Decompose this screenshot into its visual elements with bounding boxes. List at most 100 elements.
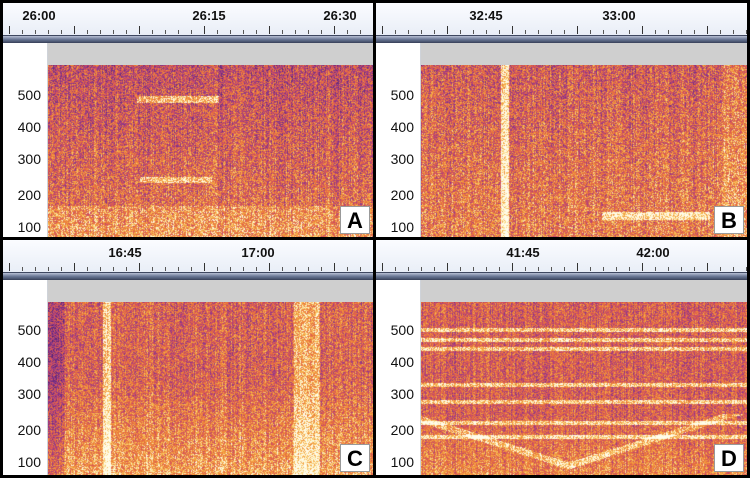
timeline-tick-mark	[447, 26, 448, 34]
frequency-tick-label: 100	[17, 454, 41, 470]
spectrogram-canvas[interactable]	[421, 302, 747, 475]
timeline-tick-mark	[243, 30, 244, 34]
timeline-tick-mark	[473, 30, 474, 34]
frequency-tick-label: 200	[17, 422, 41, 438]
timeline-tick-mark	[655, 30, 656, 34]
timeline-tick-mark	[308, 267, 309, 271]
timeline-tick-mark	[61, 30, 62, 34]
timeline-tick-mark	[564, 30, 565, 34]
timeline-tick-mark	[204, 26, 205, 34]
frequency-tick-label: 200	[390, 187, 414, 203]
timeline-tick-mark	[564, 267, 565, 271]
frequency-tick-label: 300	[390, 151, 414, 167]
timeline-tick-mark	[100, 267, 101, 271]
timeline-tick-label: 16:45	[108, 245, 142, 260]
frequency-axis: 500 400 300 200 100	[3, 65, 48, 237]
spectrogram-canvas[interactable]	[48, 65, 373, 237]
spectrogram-canvas[interactable]	[48, 302, 373, 475]
timeline-tick-mark	[126, 267, 127, 271]
timeline-tick-mark	[668, 267, 669, 271]
panel-letter-label: C	[340, 444, 370, 472]
panel-d: 41:45 42:00 500 400 300 200 100 D	[373, 237, 750, 478]
timeline-ruler[interactable]: 16:45 17:00	[3, 240, 373, 272]
timeline-tick-mark	[551, 267, 552, 271]
axis-corner	[3, 43, 48, 65]
timeline-tick-mark	[22, 267, 23, 271]
axis-corner	[3, 280, 48, 302]
timeline-tick-mark	[269, 263, 270, 271]
timeline-tick-mark	[408, 30, 409, 34]
timeline-tick-mark	[720, 267, 721, 271]
frequency-axis: 500 400 300 200 100	[376, 65, 421, 237]
timeline-tick-mark	[694, 30, 695, 34]
timeline-tick-mark	[525, 30, 526, 34]
timeline-ruler[interactable]: 26:00 26:15 26:30	[3, 3, 373, 35]
timeline-tick-mark	[321, 267, 322, 271]
timeline-ruler[interactable]: 41:45 42:00	[376, 240, 747, 272]
timeline-tick-mark	[486, 30, 487, 34]
channel-header	[48, 280, 373, 303]
timeline-tick-mark	[629, 267, 630, 271]
timeline-tick-label: 17:00	[241, 245, 275, 260]
timeline-tick-mark	[360, 30, 361, 34]
timeline-tick-mark	[499, 30, 500, 34]
frequency-tick-label: 200	[390, 422, 414, 438]
timeline-tick-mark	[746, 267, 747, 271]
frequency-tick-label: 500	[17, 322, 41, 338]
timeline-tick-mark	[282, 30, 283, 34]
timeline-tick-mark	[321, 30, 322, 34]
axis-corner	[376, 280, 421, 302]
timeline-tick-mark	[421, 267, 422, 271]
timeline-tick-mark	[295, 30, 296, 34]
timeline-tick-mark	[616, 267, 617, 271]
timeline-tick-mark	[9, 263, 10, 271]
timeline-ruler[interactable]: 32:45 33:00	[376, 3, 747, 35]
timeline-tick-mark	[191, 267, 192, 271]
timeline-tick-mark	[655, 267, 656, 271]
timeline-tick-mark	[191, 30, 192, 34]
frequency-tick-label: 200	[17, 187, 41, 203]
timeline-tick-mark	[74, 26, 75, 34]
timeline-tick-mark	[217, 267, 218, 271]
timeline-tick-label: 26:00	[22, 8, 56, 23]
timeline-tick-mark	[230, 30, 231, 34]
timeline-tick-mark	[577, 263, 578, 271]
frequency-tick-label: 300	[17, 386, 41, 402]
panel-a: 26:00 26:15 26:30 500 400 300 200 100 A	[0, 0, 376, 240]
timeline-tick-mark	[282, 267, 283, 271]
channel-header	[48, 43, 373, 66]
frequency-tick-label: 400	[17, 354, 41, 370]
timeline-tick-mark	[512, 26, 513, 34]
timeline-tick-mark	[603, 267, 604, 271]
timeline-tick-mark	[408, 267, 409, 271]
timeline-tick-mark	[230, 267, 231, 271]
timeline-tick-mark	[642, 26, 643, 34]
frequency-tick-label: 400	[17, 119, 41, 135]
frequency-tick-label: 400	[390, 354, 414, 370]
timeline-tick-mark	[642, 263, 643, 271]
timeline-tick-mark	[590, 267, 591, 271]
timeline-tick-mark	[152, 30, 153, 34]
timeline-tick-mark	[434, 267, 435, 271]
timeline-tick-mark	[243, 267, 244, 271]
horizontal-scrollbar[interactable]	[376, 35, 747, 43]
frequency-tick-label: 500	[390, 87, 414, 103]
timeline-tick-mark	[139, 263, 140, 271]
timeline-tick-mark	[256, 30, 257, 34]
horizontal-scrollbar[interactable]	[3, 35, 373, 43]
frequency-tick-label: 100	[17, 219, 41, 235]
timeline-tick-mark	[486, 267, 487, 271]
timeline-tick-mark	[35, 30, 36, 34]
timeline-tick-mark	[707, 26, 708, 34]
channel-header	[421, 43, 747, 66]
timeline-tick-mark	[395, 267, 396, 271]
horizontal-scrollbar[interactable]	[376, 272, 747, 280]
horizontal-scrollbar[interactable]	[3, 272, 373, 280]
timeline-tick-mark	[113, 267, 114, 271]
timeline-tick-mark	[165, 267, 166, 271]
timeline-tick-mark	[165, 30, 166, 34]
timeline-tick-mark	[551, 30, 552, 34]
frequency-tick-label: 400	[390, 119, 414, 135]
spectrogram-canvas[interactable]	[421, 65, 747, 237]
timeline-tick-mark	[746, 30, 747, 34]
